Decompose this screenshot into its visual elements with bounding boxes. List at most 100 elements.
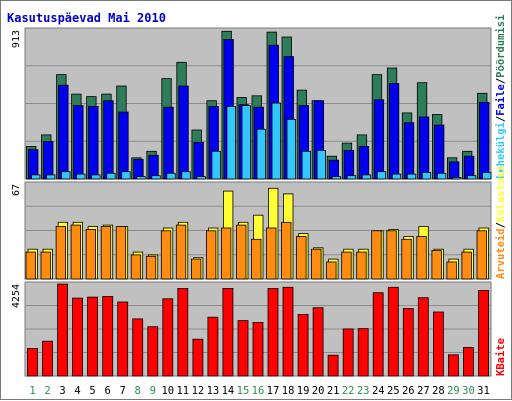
day-label: 11 — [176, 385, 189, 397]
bar-lehekülgi: Lehekülgi 22: 20 — [346, 175, 357, 180]
bar-arvuteid: Arvuteid 14: 36 — [220, 227, 232, 280]
bar-kbaite: KBaite 12: 1700 — [192, 338, 204, 377]
chart-panel-2: 67Külastusi 1: 21Arvuteid 1: 19Külastusi… — [11, 165, 507, 280]
bar-kbaite: KBaite 3: 4250 — [57, 283, 68, 377]
y-max-label: 67 — [11, 184, 22, 196]
y-max-label: 4254 — [11, 284, 22, 308]
day-axis-labels: 1 2 3 4 5 6 7 8 9 10 11 12 13 14 15 16 17 18 19 20 21 22 23 24 2… — [29, 385, 489, 397]
day-label: 22 — [342, 385, 355, 397]
bar-lehekülgi: Lehekülgi 7: 45 — [121, 171, 131, 180]
day-label: 3 — [59, 385, 65, 397]
chart-panel-1: 913Pöördumisi 1: 200Faile 1: 180Lehekülg… — [11, 15, 507, 180]
bar-arvuteid: Arvuteid 4: 38 — [70, 224, 81, 280]
day-label: 25 — [387, 385, 400, 397]
bar-kbaite: KBaite 21: 960 — [327, 354, 339, 377]
bar-kbaite: KBaite 8: 2640 — [132, 318, 144, 377]
bar-lehekülgi: Lehekülgi 1: 25 — [31, 174, 41, 180]
day-label: 6 — [105, 385, 111, 397]
bar-arvuteid: Arvuteid 10: 34 — [160, 230, 172, 280]
bar-arvuteid: Arvuteid 18: 40 — [281, 221, 292, 280]
bar-faile: Faile 5: 445 — [88, 106, 99, 180]
legend-3: KBaite — [495, 338, 507, 376]
chart-title: Kasutuspäevad Mai 2010 — [7, 11, 166, 25]
bar-lehekülgi: Lehekülgi 30: 20 — [466, 175, 477, 180]
bar-kbaite: KBaite 22: 2180 — [342, 328, 354, 377]
bar-kbaite: KBaite 20: 3160 — [312, 307, 324, 377]
bar-faile: Faile 27: 380 — [418, 116, 430, 180]
day-label: 9 — [150, 385, 156, 397]
bar-arvuteid: Arvuteid 15: 38 — [236, 224, 247, 280]
bar-arvuteid: Arvuteid 19: 30 — [296, 236, 307, 280]
bar-kbaite: KBaite 14: 4050 — [222, 287, 234, 377]
y-max-label: 913 — [11, 30, 22, 48]
bar-faile: Faile 21: 115 — [328, 159, 340, 180]
day-label: 18 — [282, 385, 295, 397]
bar-kbaite: KBaite 17: 4050 — [267, 287, 279, 377]
bar-lehekülgi: Lehekülgi 2: 25 — [46, 174, 56, 180]
bar-faile: Faile 12: 225 — [193, 141, 204, 180]
bar-arvuteid: Arvuteid 22: 19 — [341, 251, 352, 280]
bar-lehekülgi: Lehekülgi 17: 465 — [271, 102, 281, 180]
legend-separator: / — [495, 222, 507, 228]
bar-kbaite: KBaite 19: 2850 — [297, 313, 309, 377]
bar-arvuteid: Arvuteid 24: 34 — [371, 230, 382, 280]
bar-kbaite: KBaite 15: 2560 — [237, 320, 249, 377]
bar-arvuteid: Arvuteid 27: 30 — [416, 236, 427, 280]
day-label: 27 — [417, 385, 430, 397]
legend-separator: / — [495, 78, 507, 84]
bar-arvuteid: Arvuteid 21: 12 — [326, 261, 337, 280]
bar-arvuteid: Arvuteid 2: 19 — [40, 251, 51, 280]
bar-arvuteid: Arvuteid 8: 17 — [130, 254, 142, 280]
bar-kbaite: KBaite 10: 3570 — [162, 298, 174, 377]
bar-arvuteid: Arvuteid 23: 19 — [356, 251, 367, 280]
day-label: 7 — [120, 385, 126, 397]
bar-arvuteid: Arvuteid 11: 38 — [175, 224, 187, 280]
legend-1: Lehekülgi/Faile/Pöördumisi — [495, 15, 507, 179]
bar-lehekülgi: Lehekülgi 15: 450 — [241, 105, 251, 180]
bar-kbaite: KBaite 1: 1270 — [27, 348, 38, 377]
day-label: 17 — [267, 385, 280, 397]
bar-arvuteid: Arvuteid 20: 21 — [311, 248, 322, 280]
bar-kbaite: KBaite 2: 1610 — [42, 340, 53, 377]
day-label: 14 — [222, 385, 235, 397]
legend-entry: Pöördumisi — [495, 15, 507, 78]
bar-kbaite: KBaite 29: 980 — [447, 354, 459, 377]
bar-arvuteid: Arvuteid 13: 34 — [205, 230, 217, 280]
bar-kbaite: KBaite 13: 2720 — [207, 316, 219, 377]
bar-kbaite: KBaite 28: 2960 — [432, 311, 444, 377]
day-label: 31 — [477, 385, 490, 397]
legend-entry: KBaite — [495, 338, 507, 376]
bar-arvuteid: Arvuteid 3: 37 — [55, 226, 66, 280]
bar-lehekülgi: Lehekülgi 11: 45 — [181, 171, 191, 180]
day-label: 23 — [357, 385, 370, 397]
bar-kbaite: KBaite 25: 4100 — [387, 286, 399, 377]
bar-kbaite: KBaite 9: 2280 — [147, 326, 159, 377]
bar-kbaite: KBaite 23: 2190 — [357, 328, 369, 377]
bar-lehekülgi: Lehekülgi 26: 30 — [406, 173, 417, 180]
bar-lehekülgi: Lehekülgi 20: 175 — [316, 149, 327, 180]
day-label: 20 — [312, 385, 325, 397]
bar-lehekülgi: Lehekülgi 31: 40 — [482, 172, 492, 180]
day-label: 24 — [372, 385, 385, 397]
bar-lehekülgi: Lehekülgi 21: 15 — [331, 176, 342, 180]
bar-arvuteid: Arvuteid 6: 37 — [100, 226, 112, 280]
day-label: 12 — [192, 385, 205, 397]
bar-arvuteid: Arvuteid 26: 28 — [401, 238, 412, 280]
bar-lehekülgi: Lehekülgi 16: 305 — [256, 128, 266, 180]
bar-lehekülgi: Lehekülgi 6: 35 — [106, 172, 116, 180]
bar-faile: Faile 2: 230 — [43, 141, 54, 180]
day-label: 30 — [462, 385, 475, 397]
bar-lehekülgi: Lehekülgi 29: 10 — [451, 176, 462, 180]
bar-faile: Faile 23: 200 — [358, 145, 370, 180]
day-label: 2 — [44, 385, 50, 397]
day-label: 15 — [237, 385, 250, 397]
bar-arvuteid: Arvuteid 25: 34 — [386, 230, 397, 280]
bar-kbaite: KBaite 6: 3680 — [102, 295, 114, 377]
bar-arvuteid: Arvuteid 30: 19 — [461, 251, 472, 280]
bar-faile: Faile 29: 105 — [448, 161, 460, 180]
bar-kbaite: KBaite 31: 3960 — [478, 289, 489, 377]
day-label: 4 — [74, 385, 80, 397]
day-label: 8 — [135, 385, 141, 397]
